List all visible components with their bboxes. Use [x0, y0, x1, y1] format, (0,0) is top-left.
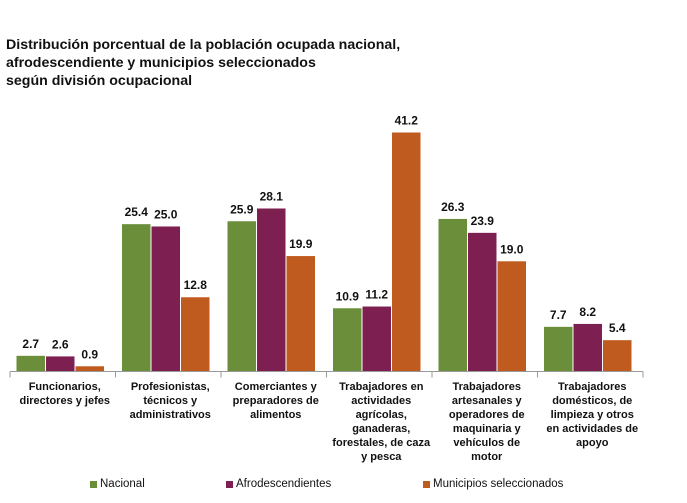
legend-item-afrodescendientes: Afrodescendientes: [226, 478, 331, 490]
data-label-municipios-5: 19.0: [500, 242, 524, 256]
bar-nacional-6: [544, 326, 573, 372]
legend: Nacional Afrodescendientes Municipios se…: [0, 478, 687, 496]
bar-municipios-2: [181, 297, 210, 372]
bar-afrodescendientes-5: [468, 232, 497, 372]
chart-title-line-1: Distribución porcentual de la población …: [6, 37, 401, 53]
bar-chart: 2.7 2.6 0.9 Funcionarios, directores y jefes…: [9, 114, 644, 463]
data-label-municipios-3: 19.9: [289, 237, 313, 251]
data-label-nacional-6: 7.7: [550, 308, 567, 322]
chart-title-line-2: afrodescendiente y municipios selecciona…: [6, 55, 316, 71]
legend-label-municipios: Municipios seleccionados: [433, 478, 564, 490]
data-label-afrodescendientes-6: 8.2: [579, 305, 596, 319]
bar-afrodescendientes-1: [46, 356, 75, 372]
data-label-afrodescendientes-5: 23.9: [471, 214, 495, 228]
data-label-afrodescendientes-4: 11.2: [365, 288, 388, 302]
bar-municipios-1: [75, 366, 104, 372]
bar-nacional-2: [122, 224, 151, 372]
bar-nacional-4: [333, 308, 362, 372]
data-label-afrodescendientes-2: 25.0: [154, 207, 178, 221]
bar-municipios-3: [286, 256, 315, 372]
chart-title-line-3: según división ocupacional: [6, 73, 193, 89]
data-label-municipios-2: 12.8: [184, 278, 208, 292]
data-label-nacional-2: 25.4: [125, 205, 149, 219]
bar-municipios-6: [603, 340, 632, 372]
category-label-3: Comerciantes y preparadores de alimentos: [233, 381, 319, 421]
bar-afrodescendientes-3: [257, 208, 286, 372]
legend-swatch-afrodescendientes: [226, 480, 233, 488]
category-label-1: Funcionarios, directores y jefes: [20, 381, 111, 407]
data-label-municipios-6: 5.4: [609, 321, 626, 335]
data-label-nacional-5: 26.3: [441, 200, 465, 214]
data-label-municipios-1: 0.9: [81, 347, 98, 361]
legend-swatch-nacional: [90, 480, 97, 488]
bar-nacional-3: [227, 221, 256, 372]
bar-afrodescendientes-4: [362, 306, 391, 372]
data-label-nacional-3: 25.9: [230, 202, 254, 216]
data-label-afrodescendientes-1: 2.6: [52, 337, 69, 351]
legend-swatch-municipios: [423, 480, 430, 488]
category-label-4: Trabajadores en actividades agrícolas, gana…: [332, 381, 431, 463]
category-label-5: Trabajadores artesanales y operadores de ma…: [449, 381, 525, 463]
data-label-nacional-4: 10.9: [336, 289, 360, 303]
bar-municipios-5: [497, 261, 526, 372]
data-label-afrodescendientes-3: 28.1: [260, 189, 284, 203]
bar-nacional-5: [438, 218, 467, 372]
category-label-2: Profesionistas, técnicos y administrativos: [130, 381, 211, 421]
bar-afrodescendientes-2: [151, 226, 180, 372]
bar-afrodescendientes-6: [573, 323, 602, 372]
legend-label-afrodescendientes: Afrodescendientes: [236, 478, 332, 490]
bar-municipios-4: [392, 132, 421, 372]
bar-nacional-1: [16, 355, 45, 372]
legend-label-nacional: Nacional: [100, 478, 145, 490]
legend-item-municipios: Municipios seleccionados: [423, 478, 563, 490]
chart-title: Distribución porcentual de la población …: [6, 36, 506, 90]
data-label-nacional-1: 2.7: [22, 337, 39, 351]
category-label-6: Trabajadores domésticos, de limpieza y otr…: [546, 381, 638, 449]
data-label-municipios-4: 41.2: [395, 114, 419, 128]
legend-item-nacional: Nacional: [90, 478, 145, 490]
